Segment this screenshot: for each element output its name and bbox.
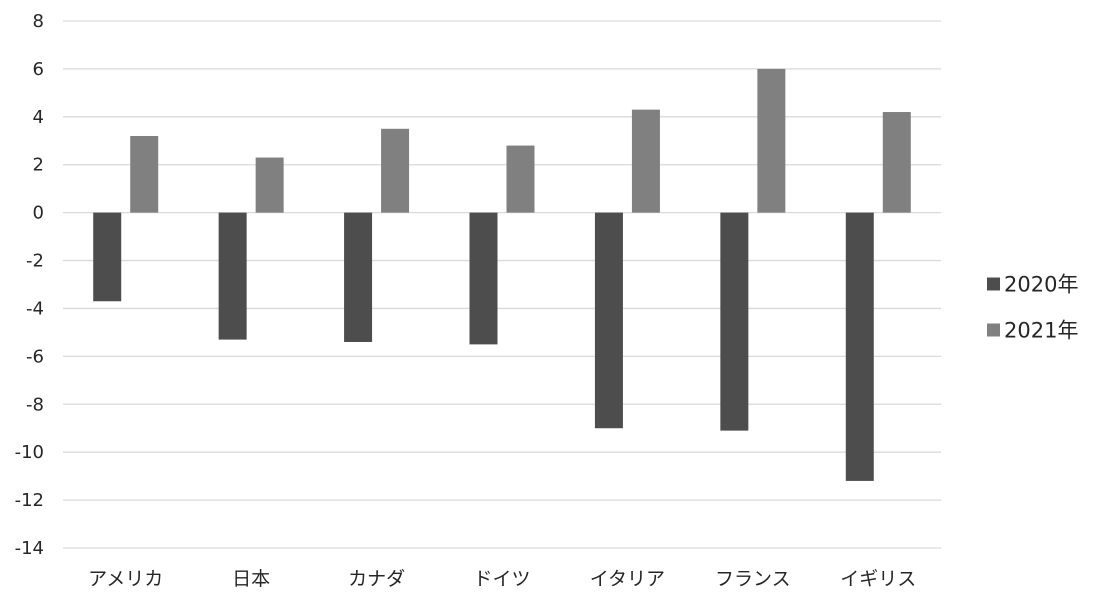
x-category-label: アメリカ — [88, 568, 163, 590]
y-tick-label: -4 — [26, 298, 44, 319]
bar-2020 — [845, 212, 874, 481]
y-tick-label: 8 — [33, 11, 44, 32]
y-axis-tick-labels: 8 6 4 2 0 -2 -4 -6 -8 -10 -12 -14 — [15, 11, 44, 559]
bar-2021 — [381, 128, 410, 213]
gridlines — [63, 20, 941, 549]
legend-swatch — [987, 277, 1000, 291]
legend-swatch — [987, 323, 1000, 337]
y-tick-label: -6 — [26, 346, 44, 367]
bar-2021 — [506, 145, 535, 213]
bar-2020 — [218, 212, 247, 340]
bar-2020 — [93, 212, 122, 302]
y-tick-label: -10 — [15, 442, 44, 463]
bar-2021 — [130, 135, 159, 213]
bar-2020 — [720, 212, 749, 431]
legend: 2020年 2021年 — [987, 273, 1078, 343]
legend-label: 2020年 — [1004, 273, 1078, 297]
x-axis-category-labels: アメリカ 日本 カナダ ドイツ イタリア フランス イギリス — [88, 568, 916, 590]
bar-2021 — [757, 68, 786, 213]
bar-2021 — [255, 157, 284, 213]
x-category-label: ドイツ — [473, 568, 530, 590]
bars — [93, 68, 911, 481]
bar-2020 — [469, 212, 498, 345]
y-tick-label: 4 — [33, 107, 44, 128]
y-tick-label: -2 — [26, 251, 44, 272]
x-category-label: フランス — [715, 568, 791, 590]
y-tick-label: -14 — [15, 538, 44, 559]
bar-2021 — [882, 112, 911, 213]
y-tick-label: -12 — [15, 490, 44, 511]
legend-label: 2021年 — [1004, 319, 1078, 343]
bar-2020 — [344, 212, 373, 342]
y-tick-label: -8 — [26, 394, 44, 415]
x-category-label: イタリア — [590, 568, 665, 590]
x-category-label: 日本 — [232, 568, 270, 590]
bar-2021 — [631, 109, 660, 213]
bar-2020 — [594, 212, 623, 429]
x-category-label: カナダ — [348, 568, 405, 590]
x-category-label: イギリス — [840, 568, 916, 590]
y-tick-label: 0 — [33, 203, 44, 224]
y-tick-label: 6 — [33, 59, 44, 80]
y-tick-label: 2 — [33, 155, 44, 176]
